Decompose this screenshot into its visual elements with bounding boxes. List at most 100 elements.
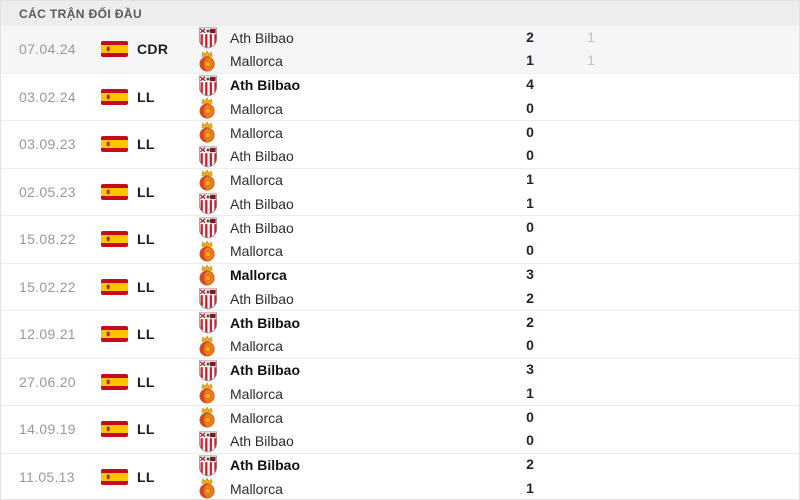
away-team-line: Mallorca <box>197 334 510 358</box>
competition-label: LL <box>137 326 155 343</box>
match-row[interactable]: 15.02.22 LL Mallorca Ath Bilbao <box>1 263 799 311</box>
secondary-score <box>571 168 611 215</box>
teams-cell: Ath Bilbao Mallorca <box>197 26 510 73</box>
away-team-line: Mallorca <box>197 382 510 406</box>
away-team-name: Mallorca <box>230 385 283 402</box>
panel-header: CÁC TRẬN ĐỐI ĐẦU <box>1 1 799 26</box>
teams-cell: Mallorca Ath Bilbao <box>197 263 510 310</box>
away-secondary-score <box>571 429 611 453</box>
spain-flag-icon <box>101 231 128 248</box>
match-row[interactable]: 12.09.21 LL Ath Bilbao Mallorca <box>1 311 799 359</box>
away-secondary-score <box>571 239 611 263</box>
away-secondary-score <box>571 477 611 499</box>
home-team-line: Ath Bilbao <box>197 453 510 477</box>
secondary-score <box>571 311 611 358</box>
secondary-score <box>571 453 611 499</box>
match-row[interactable]: 02.05.23 LL Mallorca Ath Bilbao <box>1 168 799 216</box>
panel-title: CÁC TRẬN ĐỐI ĐẦU <box>19 6 143 21</box>
away-team-name: Ath Bilbao <box>230 195 294 212</box>
away-secondary-score <box>571 144 611 168</box>
spain-flag-icon <box>101 468 128 485</box>
home-team-name: Ath Bilbao <box>230 362 300 378</box>
fulltime-score: 1 1 <box>510 168 550 215</box>
home-secondary-score <box>571 121 611 145</box>
home-team-name: Ath Bilbao <box>230 314 300 331</box>
spain-flag-icon <box>101 421 128 438</box>
competition-label: LL <box>137 278 155 295</box>
match-row[interactable]: 15.08.22 LL Ath Bilbao Mallorca <box>1 216 799 264</box>
home-score: 3 <box>526 361 534 378</box>
match-row[interactable]: 27.06.20 LL Ath Bilbao Mallorca <box>1 358 799 406</box>
away-score: 1 <box>526 479 534 496</box>
competition-cell: LL <box>101 183 197 200</box>
mallorca-crest-icon <box>197 121 219 144</box>
match-row[interactable]: 03.02.24 LL Ath Bilbao Mallorca <box>1 73 799 121</box>
spain-flag-icon <box>101 41 128 58</box>
fulltime-score: 2 1 <box>510 26 550 73</box>
away-score: 2 <box>526 289 534 306</box>
match-row[interactable]: 14.09.19 LL Mallorca Ath Bilbao <box>1 406 799 454</box>
away-team-line: Ath Bilbao <box>197 192 510 216</box>
match-row[interactable]: 07.04.24 CDR Ath Bilbao Mallorca <box>1 26 799 74</box>
secondary-score <box>571 121 611 168</box>
home-secondary-score <box>571 216 611 240</box>
secondary-score <box>571 406 611 453</box>
away-team-name: Mallorca <box>230 243 283 259</box>
competition-cell: LL <box>101 421 197 438</box>
home-team-name: Mallorca <box>230 267 287 283</box>
spain-flag-icon <box>101 183 128 200</box>
away-team-name: Mallorca <box>230 53 283 69</box>
away-score: 0 <box>526 337 534 354</box>
away-team-name: Ath Bilbao <box>230 433 294 449</box>
match-row[interactable]: 11.05.13 LL Ath Bilbao Mallorca <box>1 453 799 499</box>
ath-bilbao-crest-icon <box>197 454 219 477</box>
ath-bilbao-crest-icon <box>197 216 219 239</box>
competition-label: CDR <box>137 41 169 58</box>
competition-label: LL <box>137 421 155 438</box>
fulltime-score: 3 1 <box>510 358 550 405</box>
away-secondary-score <box>571 334 611 358</box>
competition-label: LL <box>137 88 155 105</box>
match-date: 14.09.19 <box>19 421 76 438</box>
home-secondary-score <box>571 263 611 287</box>
ath-bilbao-crest-icon <box>197 74 219 97</box>
home-team-name: Mallorca <box>230 172 283 188</box>
away-secondary-score <box>571 382 611 406</box>
away-team-name: Mallorca <box>230 338 283 354</box>
away-score: 1 <box>526 384 534 401</box>
home-secondary-score: 1 <box>587 28 595 45</box>
ath-bilbao-crest-icon <box>197 287 219 310</box>
spain-flag-icon <box>101 373 128 390</box>
competition-cell: LL <box>101 88 197 105</box>
competition-label: LL <box>137 373 155 390</box>
fulltime-score: 2 0 <box>510 311 550 358</box>
competition-label: LL <box>137 468 155 485</box>
away-secondary-score: 1 <box>587 52 595 69</box>
home-team-line: Mallorca <box>197 121 510 145</box>
match-date: 12.09.21 <box>19 326 76 343</box>
away-score: 0 <box>526 147 534 164</box>
home-score: 2 <box>526 456 534 473</box>
match-date: 15.08.22 <box>19 231 76 248</box>
spain-flag-icon <box>101 326 128 343</box>
home-score: 0 <box>526 408 534 425</box>
secondary-score <box>571 358 611 405</box>
home-score: 3 <box>526 266 534 283</box>
home-secondary-score <box>571 168 611 192</box>
mallorca-crest-icon <box>197 50 219 73</box>
home-score: 2 <box>526 28 534 45</box>
teams-cell: Mallorca Ath Bilbao <box>197 406 510 453</box>
fulltime-score: 0 0 <box>510 121 550 168</box>
match-row[interactable]: 03.09.23 LL Mallorca Ath Bilbao <box>1 121 799 169</box>
competition-label: LL <box>137 231 155 248</box>
mallorca-crest-icon <box>197 240 219 263</box>
home-team-line: Mallorca <box>197 168 510 192</box>
spain-flag-icon <box>101 136 128 153</box>
home-secondary-score <box>571 453 611 477</box>
away-team-line: Mallorca <box>197 49 510 73</box>
mallorca-crest-icon <box>197 97 219 120</box>
match-date: 11.05.13 <box>19 468 75 485</box>
mallorca-crest-icon <box>197 406 219 429</box>
secondary-score <box>571 216 611 263</box>
ath-bilbao-crest-icon <box>197 26 219 49</box>
